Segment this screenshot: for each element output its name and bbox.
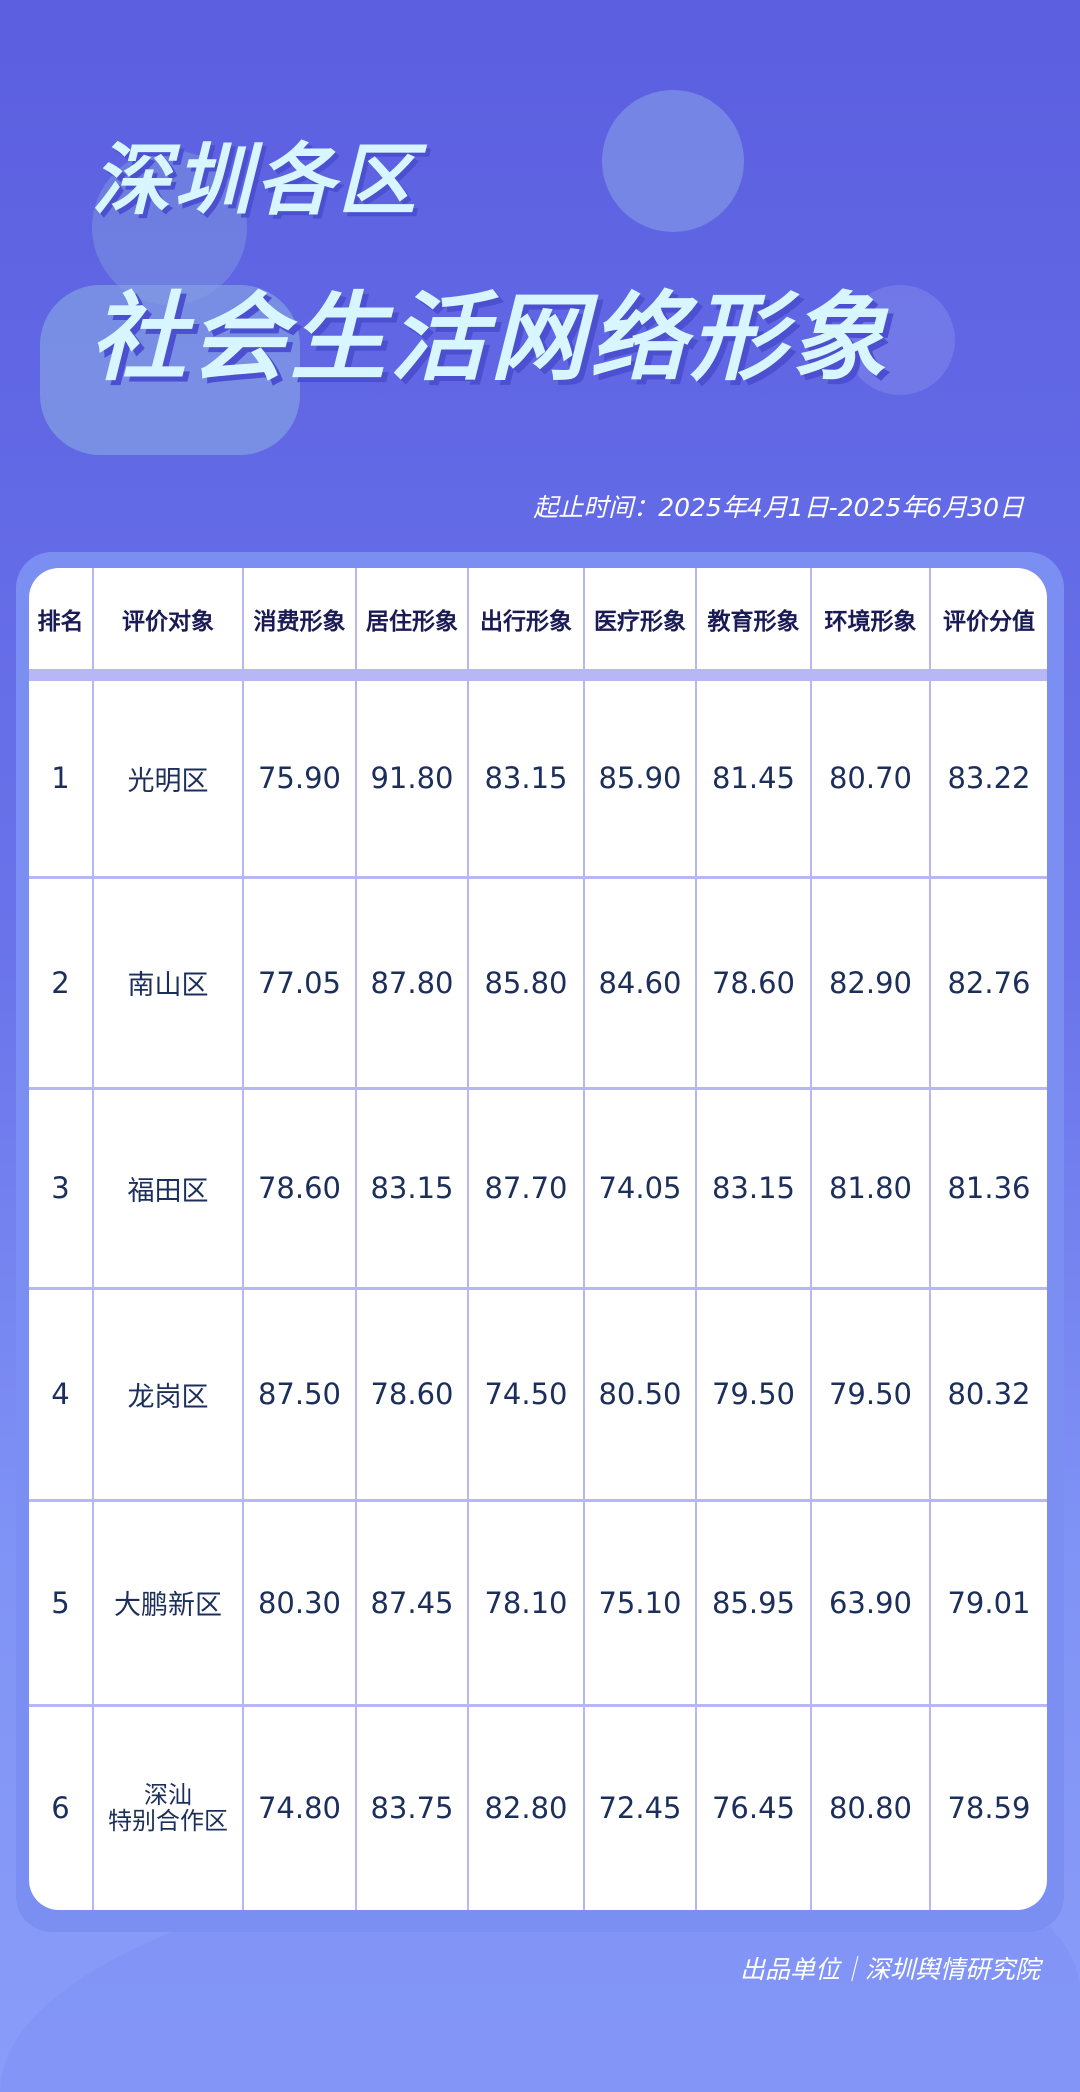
district-cell: 龙岗区: [93, 1288, 244, 1502]
score-cell: 87.80: [356, 877, 469, 1090]
score-cell: 78.60: [243, 1088, 357, 1290]
score-cell: 85.95: [696, 1500, 812, 1707]
district-cell: 福田区: [93, 1088, 244, 1290]
column-header: 排名: [29, 568, 94, 669]
score-cell: 80.50: [584, 1288, 697, 1502]
score-cell: 82.76: [930, 877, 1047, 1090]
column-header: 出行形象: [468, 568, 585, 669]
score-cell: 85.90: [584, 681, 697, 879]
table-card: 排名 评价对象 消费形象 居住形象 出行形象 医疗形象 教育形象 环境形象 评价分值 1 光明区 7…: [29, 568, 1047, 1910]
score-cell: 91.80: [356, 681, 469, 879]
rank-cell: 2: [29, 877, 94, 1090]
column-header: 教育形象: [696, 568, 812, 669]
rank-cell: 4: [29, 1288, 94, 1502]
table-row: 5 大鹏新区 80.30 87.45 78.10 75.10 85.95 63.90 79.01: [29, 1500, 1047, 1707]
score-cell: 79.50: [811, 1288, 931, 1502]
header-row: 排名 评价对象 消费形象 居住形象 出行形象 医疗形象 教育形象 环境形象 评价分值: [29, 568, 1047, 669]
district-cell: 大鹏新区: [93, 1500, 244, 1707]
score-cell: 74.80: [243, 1705, 357, 1910]
score-cell: 82.90: [811, 877, 931, 1090]
decor-circle: [92, 150, 247, 305]
district-cell: 光明区: [93, 681, 244, 879]
score-cell: 87.45: [356, 1500, 469, 1707]
decor-circle: [845, 285, 955, 395]
table-row: 4 龙岗区 87.50 78.60 74.50 80.50 79.50 79.50 80.32: [29, 1288, 1047, 1502]
rank-cell: 6: [29, 1705, 94, 1910]
district-cell: 深汕 特别合作区: [93, 1705, 244, 1910]
score-cell: 83.75: [356, 1705, 469, 1910]
score-cell: 63.90: [811, 1500, 931, 1707]
score-cell: 80.32: [930, 1288, 1047, 1502]
header-band: [29, 669, 1047, 681]
score-cell: 75.10: [584, 1500, 697, 1707]
score-cell: 87.50: [243, 1288, 357, 1502]
score-cell: 76.45: [696, 1705, 812, 1910]
score-cell: 74.50: [468, 1288, 585, 1502]
column-header: 医疗形象: [584, 568, 697, 669]
score-cell: 81.36: [930, 1088, 1047, 1290]
title-line-2: 社会生活网络形象: [90, 282, 890, 394]
decor-circle: [602, 90, 744, 232]
column-header: 评价分值: [943, 608, 1035, 635]
score-cell: 80.30: [243, 1500, 357, 1707]
score-cell: 79.50: [696, 1288, 812, 1502]
table-row: 1 光明区 75.90 91.80 83.15 85.90 81.45 80.70 83.22: [29, 681, 1047, 879]
decor-shape: [40, 285, 300, 455]
column-header: 消费形象: [243, 568, 357, 669]
score-cell: 83.22: [930, 681, 1047, 879]
score-cell: 83.15: [468, 681, 585, 879]
score-cell: 74.05: [584, 1088, 697, 1290]
score-cell: 80.80: [811, 1705, 931, 1910]
score-cell: 83.15: [696, 1088, 812, 1290]
rank-cell: 1: [29, 681, 94, 879]
score-cell: 84.60: [584, 877, 697, 1090]
score-cell: 78.60: [356, 1288, 469, 1502]
score-cell: 81.45: [696, 681, 812, 879]
score-cell: 75.90: [243, 681, 357, 879]
rank-cell: 3: [29, 1088, 94, 1290]
producer-credit: 出品单位｜深圳舆情研究院: [739, 1955, 1040, 1984]
table-row: 6 深汕 特别合作区 74.80 83.75 82.80 72.45 76.45 80.80 7…: [29, 1705, 1047, 1910]
table-row: 2 南山区 77.05 87.80 85.80 84.60 78.60 82.90 82.76: [29, 877, 1047, 1090]
rank-cell: 5: [29, 1500, 94, 1707]
column-header: 评价对象: [93, 568, 244, 669]
ranking-table: 排名 评价对象 消费形象 居住形象 出行形象 医疗形象 教育形象 环境形象 评价分值 1 光明区 7…: [29, 568, 1047, 1910]
date-range: 起止时间：2025年4月1日-2025年6月30日: [533, 493, 1024, 522]
score-cell: 77.05: [243, 877, 357, 1090]
score-cell: 83.15: [356, 1088, 469, 1290]
score-cell: 81.80: [811, 1088, 931, 1290]
table-row: 3 福田区 78.60 83.15 87.70 74.05 83.15 81.80 81.36: [29, 1088, 1047, 1290]
title-line-1: 深圳各区: [92, 136, 421, 226]
column-header: 环境形象: [811, 568, 931, 669]
score-cell: 79.01: [930, 1500, 1047, 1707]
column-header: 居住形象: [356, 568, 469, 669]
score-cell: 72.45: [584, 1705, 697, 1910]
score-cell: 78.59: [947, 1791, 1031, 1826]
score-cell: 82.80: [468, 1705, 585, 1910]
score-cell: 87.70: [468, 1088, 585, 1290]
score-cell: 80.70: [811, 681, 931, 879]
score-cell: 78.10: [468, 1500, 585, 1707]
district-cell: 南山区: [93, 877, 244, 1090]
score-cell: 85.80: [468, 877, 585, 1090]
score-cell: 78.60: [696, 877, 812, 1090]
